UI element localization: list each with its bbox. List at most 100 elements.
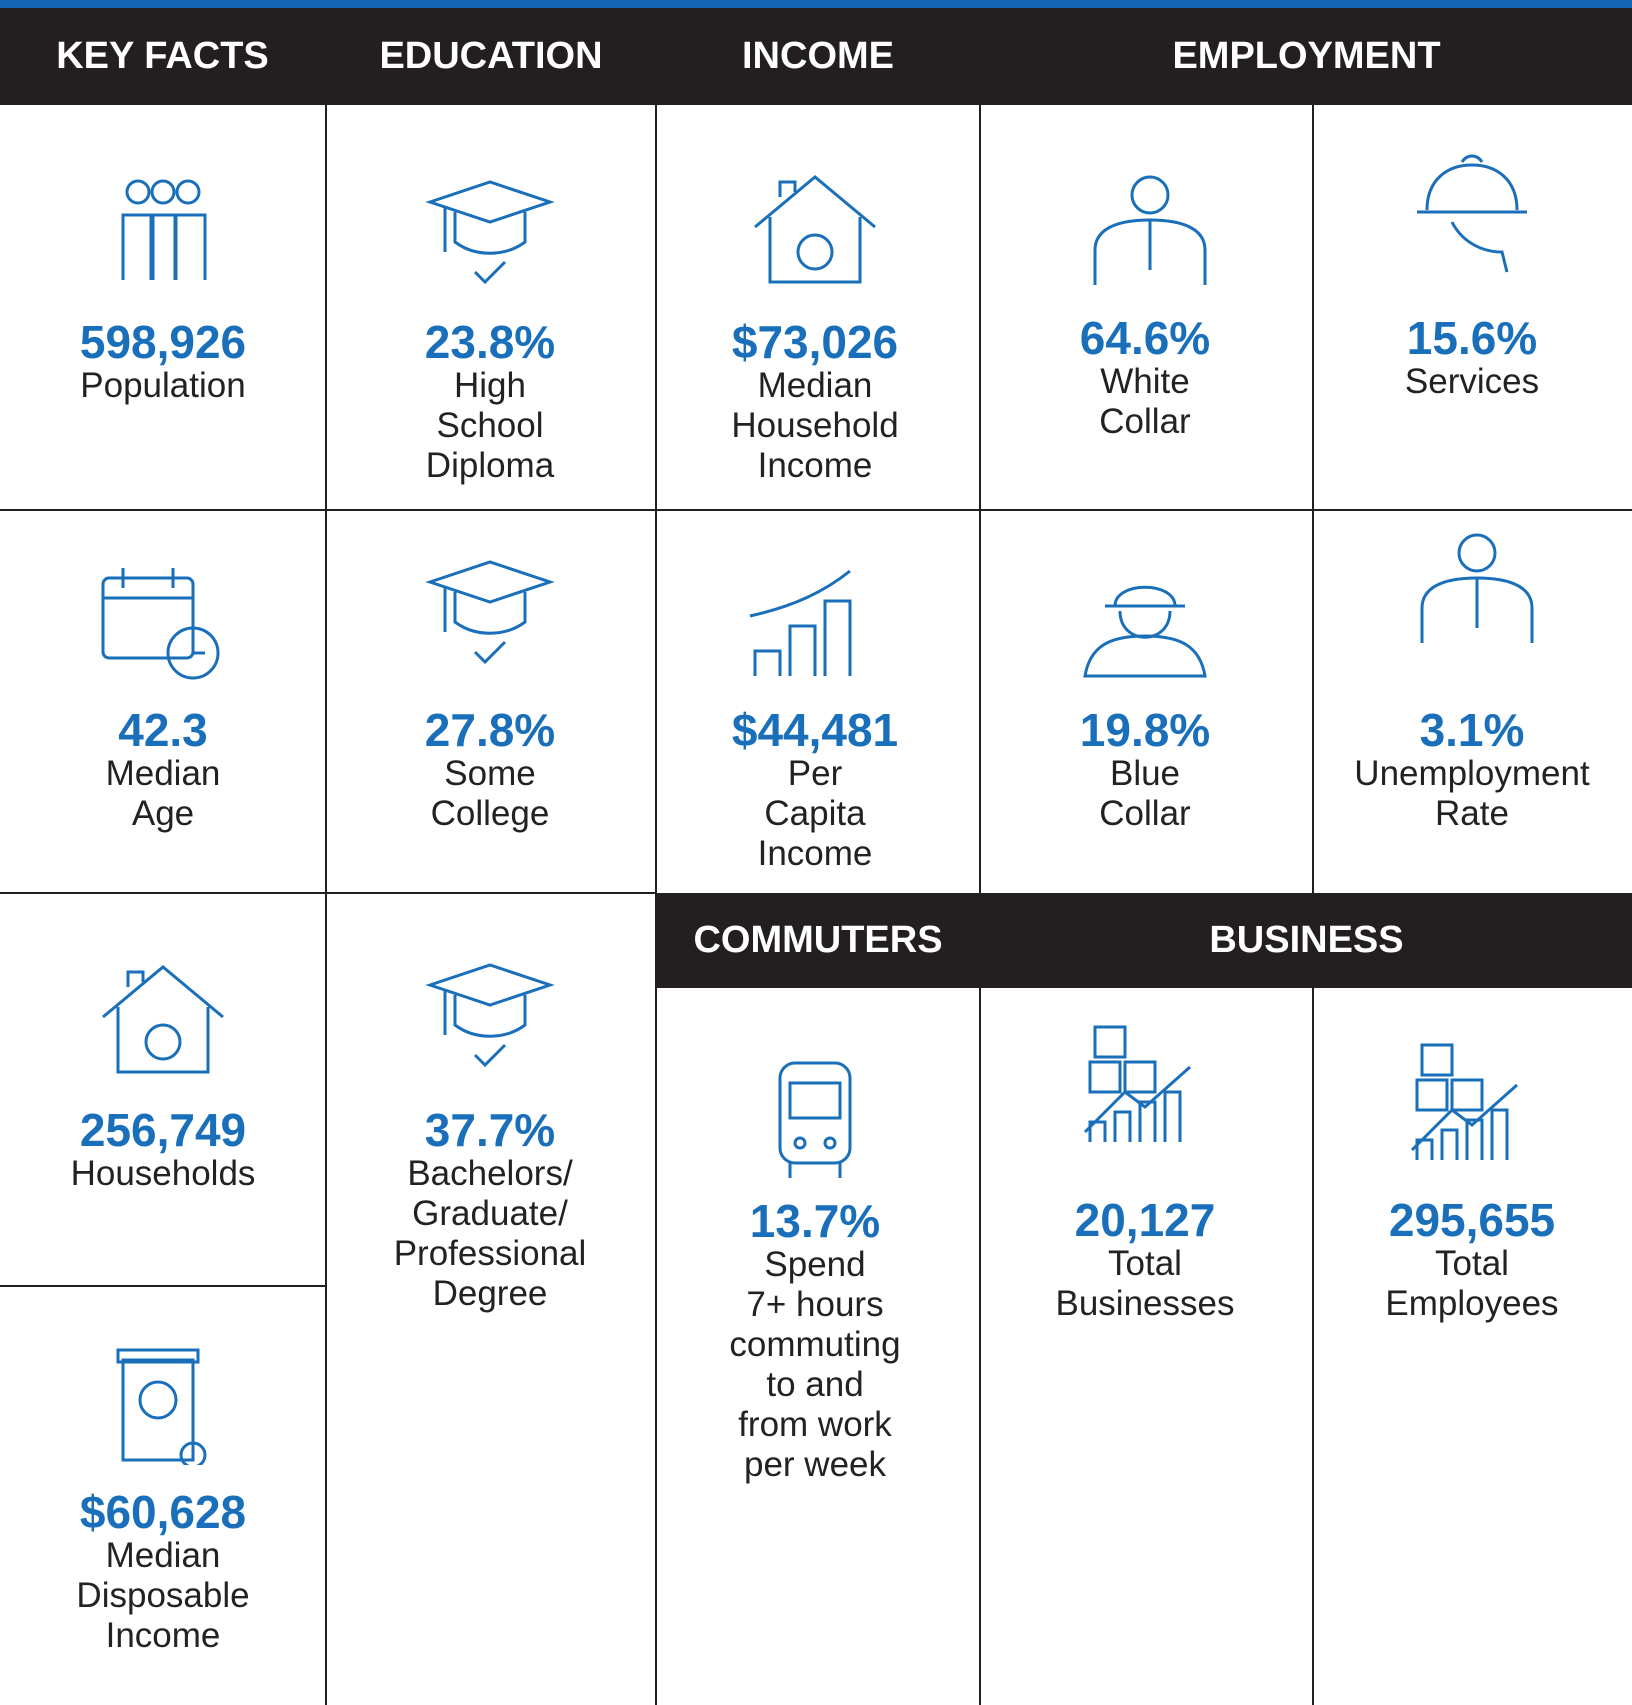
fact-value: 27.8%	[424, 704, 556, 756]
icon	[101, 568, 220, 680]
fact-label: College	[430, 794, 550, 833]
fact-label: Graduate/	[412, 1194, 568, 1233]
fact-label: Median	[105, 754, 221, 793]
fact-label: Degree	[432, 1274, 548, 1313]
icon	[425, 560, 555, 665]
icon	[1083, 1025, 1191, 1142]
fact-value: 295,655	[1388, 1194, 1556, 1246]
icon	[425, 963, 555, 1068]
icon	[1083, 585, 1207, 678]
divider	[1312, 988, 1314, 1705]
fact-label: Household	[731, 406, 899, 445]
divider	[0, 509, 1632, 511]
fact-label: Collar	[1099, 794, 1191, 833]
top-bar	[0, 0, 1632, 8]
fact-value: 256,749	[79, 1104, 247, 1156]
fact-value: 42.3	[118, 704, 208, 756]
icon	[754, 175, 876, 284]
fact-label: to and	[766, 1365, 864, 1404]
fact-label: Unemployment	[1354, 754, 1590, 793]
fact-label: Income	[105, 1616, 221, 1655]
icon	[1093, 175, 1207, 285]
fact-label: Bachelors/	[407, 1154, 573, 1193]
icon	[425, 180, 555, 285]
fact-label: Median	[757, 366, 873, 405]
fact-label: Employees	[1385, 1284, 1559, 1323]
fact-cell: 15.6% Services	[1312, 314, 1632, 402]
divider	[325, 8, 327, 1705]
icon	[121, 179, 207, 280]
divider	[979, 8, 981, 1705]
fact-value: $44,481	[731, 704, 899, 756]
fact-cell: 598,926 Population	[3, 318, 323, 406]
fact-cell: $44,481 Per Capita Income	[655, 706, 975, 874]
fact-label: Per	[787, 754, 843, 793]
fact-label: Disposable	[76, 1576, 250, 1615]
fact-label: Collar	[1099, 402, 1191, 441]
icon	[778, 1061, 852, 1178]
fact-cell: 295,655 Total Employees	[1312, 1196, 1632, 1324]
section-header: COMMUTERS	[657, 893, 979, 988]
section-header: EDUCATION	[327, 8, 655, 105]
icon	[749, 569, 852, 676]
fact-value: 3.1%	[1419, 704, 1525, 756]
icon	[102, 965, 224, 1074]
fact-cell: 20,127 Total Businesses	[985, 1196, 1305, 1324]
divider	[1312, 105, 1314, 893]
fact-label: Spend	[764, 1245, 866, 1284]
fact-label: Rate	[1435, 794, 1509, 833]
fact-cell: 42.3 Median Age	[3, 706, 323, 834]
fact-cell: 23.8% High School Diploma	[330, 318, 650, 486]
fact-label: School	[436, 406, 544, 445]
section-header: EMPLOYMENT	[981, 8, 1632, 105]
fact-value: $60,628	[79, 1486, 247, 1538]
section-header: KEY FACTS	[0, 8, 325, 105]
fact-label: Professional	[393, 1234, 587, 1273]
fact-label: commuting	[729, 1325, 901, 1364]
fact-label: High	[454, 366, 526, 405]
fact-label: per week	[743, 1445, 887, 1484]
icon	[1420, 533, 1534, 643]
fact-cell: 37.7% Bachelors/Graduate/Professional Degr…	[330, 1106, 650, 1314]
fact-value: 13.7%	[749, 1195, 881, 1247]
fact-value: 20,127	[1074, 1194, 1216, 1246]
fact-label: Households	[70, 1154, 256, 1193]
fact-label: Some	[444, 754, 536, 793]
fact-cell: 13.7% Spend 7+ hours commuting to and from wo…	[655, 1197, 975, 1485]
fact-label: Total	[1108, 1244, 1182, 1283]
fact-value: 64.6%	[1079, 312, 1211, 364]
fact-value: 37.7%	[424, 1104, 556, 1156]
fact-cell: 256,749 Households	[3, 1106, 323, 1194]
icon	[1410, 1043, 1518, 1160]
fact-value: 23.8%	[424, 316, 556, 368]
fact-label: Population	[80, 366, 246, 405]
fact-value: 19.8%	[1079, 704, 1211, 756]
divider	[0, 892, 657, 894]
icon	[1417, 154, 1527, 273]
fact-cell: 64.6% White Collar	[985, 314, 1305, 442]
fact-value: 15.6%	[1406, 312, 1538, 364]
fact-value: 598,926	[79, 316, 247, 368]
section-header: INCOME	[657, 8, 979, 105]
fact-label: Median	[105, 1536, 221, 1575]
fact-label: Services	[1404, 362, 1540, 401]
fact-label: Blue	[1109, 754, 1181, 793]
fact-cell: $60,628 Median Disposable Income	[3, 1488, 323, 1656]
fact-value: $73,026	[731, 316, 899, 368]
fact-label: White	[1100, 362, 1190, 401]
fact-label: from work	[738, 1405, 892, 1444]
fact-label: Total	[1435, 1244, 1509, 1283]
fact-label: Income	[757, 446, 873, 485]
fact-cell: 3.1% Unemployment Rate	[1312, 706, 1632, 834]
fact-label: 7+ hours	[746, 1285, 884, 1324]
fact-label: Capita	[764, 794, 866, 833]
divider	[0, 1285, 326, 1287]
fact-label: Diploma	[425, 446, 555, 485]
fact-label: Businesses	[1055, 1284, 1235, 1323]
fact-label: Income	[757, 834, 873, 873]
fact-cell: 27.8% Some College	[330, 706, 650, 834]
divider	[655, 8, 657, 1705]
fact-cell: 19.8% Blue Collar	[985, 706, 1305, 834]
section-header: BUSINESS	[981, 893, 1632, 988]
